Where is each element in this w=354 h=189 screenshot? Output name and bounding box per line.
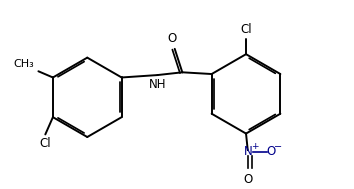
Text: O: O [167,32,177,45]
Text: CH₃: CH₃ [13,59,34,68]
Text: +: + [251,142,259,151]
Text: Cl: Cl [40,137,51,150]
Text: NH: NH [149,78,166,91]
Text: O: O [266,145,275,158]
Text: Cl: Cl [240,23,252,36]
Text: −: − [274,142,282,152]
Text: O: O [244,173,253,186]
Text: N: N [244,145,253,158]
